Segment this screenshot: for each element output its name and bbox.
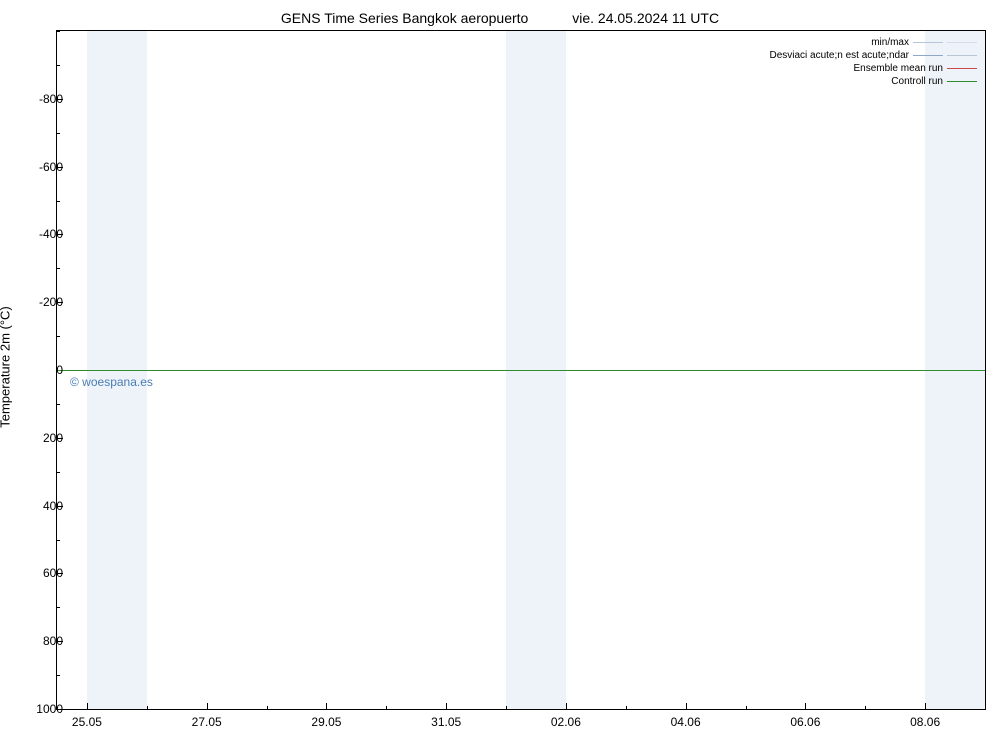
- y-tick-label: -600: [39, 160, 63, 174]
- x-tick: [446, 703, 447, 709]
- y-minor-tick: [57, 675, 60, 676]
- x-minor-tick: [626, 706, 627, 709]
- legend-label: Controll run: [891, 76, 943, 87]
- x-tick-label: 25.05: [72, 715, 102, 729]
- x-tick: [326, 703, 327, 709]
- y-minor-tick: [57, 404, 60, 405]
- y-minor-tick: [57, 65, 60, 66]
- y-minor-tick: [57, 336, 60, 337]
- legend-swatch: [947, 68, 977, 69]
- y-minor-tick: [57, 472, 60, 473]
- legend-label: Desviaci acute;n est acute;ndar: [769, 50, 909, 61]
- x-tick-label: 31.05: [431, 715, 461, 729]
- x-minor-tick: [506, 706, 507, 709]
- y-minor-tick: [57, 133, 60, 134]
- legend-item: Controll run: [769, 75, 977, 88]
- x-tick-label: 06.06: [790, 715, 820, 729]
- y-minor-tick: [57, 540, 60, 541]
- y-tick-label: 800: [43, 634, 63, 648]
- chart-legend: min/max Desviaci acute;n est acute;ndar En…: [769, 36, 977, 88]
- x-tick-label: 27.05: [192, 715, 222, 729]
- y-axis-label: Temperature 2m (°C): [0, 306, 13, 428]
- chart-title-right: vie. 24.05.2024 11 UTC: [572, 10, 719, 26]
- y-tick-label: 0: [56, 363, 63, 377]
- y-tick-label: 600: [43, 566, 63, 580]
- y-minor-tick: [57, 268, 60, 269]
- legend-swatch: [947, 55, 977, 56]
- x-tick-label: 04.06: [671, 715, 701, 729]
- y-tick-label: -800: [39, 92, 63, 106]
- legend-swatch: [947, 42, 977, 43]
- y-tick-label: -200: [39, 295, 63, 309]
- x-minor-tick: [386, 706, 387, 709]
- x-minor-tick: [147, 706, 148, 709]
- x-tick: [207, 703, 208, 709]
- series-controll-run: [57, 370, 985, 371]
- chart-title-row: GENS Time Series Bangkok aeropuerto vie.…: [0, 10, 1000, 26]
- chart-plot-area: min/max Desviaci acute;n est acute;ndar En…: [56, 30, 986, 710]
- x-tick: [925, 703, 926, 709]
- y-minor-tick: [57, 201, 60, 202]
- x-tick-label: 29.05: [311, 715, 341, 729]
- y-minor-tick: [57, 31, 60, 32]
- x-tick: [566, 703, 567, 709]
- x-tick-label: 08.06: [910, 715, 940, 729]
- y-minor-tick: [57, 607, 60, 608]
- y-tick-label: 1000: [36, 702, 63, 716]
- x-minor-tick: [865, 706, 866, 709]
- x-minor-tick: [267, 706, 268, 709]
- legend-item: Ensemble mean run: [769, 62, 977, 75]
- y-tick-label: 200: [43, 431, 63, 445]
- legend-swatch: [913, 42, 943, 43]
- x-tick-label: 02.06: [551, 715, 581, 729]
- x-tick: [805, 703, 806, 709]
- x-tick: [686, 703, 687, 709]
- legend-label: Ensemble mean run: [854, 63, 944, 74]
- chart-title-left: GENS Time Series Bangkok aeropuerto: [281, 10, 528, 26]
- y-tick-label: 400: [43, 499, 63, 513]
- legend-swatch: [913, 55, 943, 56]
- x-minor-tick: [746, 706, 747, 709]
- legend-item: Desviaci acute;n est acute;ndar: [769, 49, 977, 62]
- y-tick-label: -400: [39, 227, 63, 241]
- legend-swatch: [947, 81, 977, 82]
- legend-label: min/max: [871, 37, 909, 48]
- legend-item: min/max: [769, 36, 977, 49]
- x-tick: [87, 703, 88, 709]
- x-minor-tick: [985, 706, 986, 709]
- watermark: © woespana.es: [70, 375, 153, 389]
